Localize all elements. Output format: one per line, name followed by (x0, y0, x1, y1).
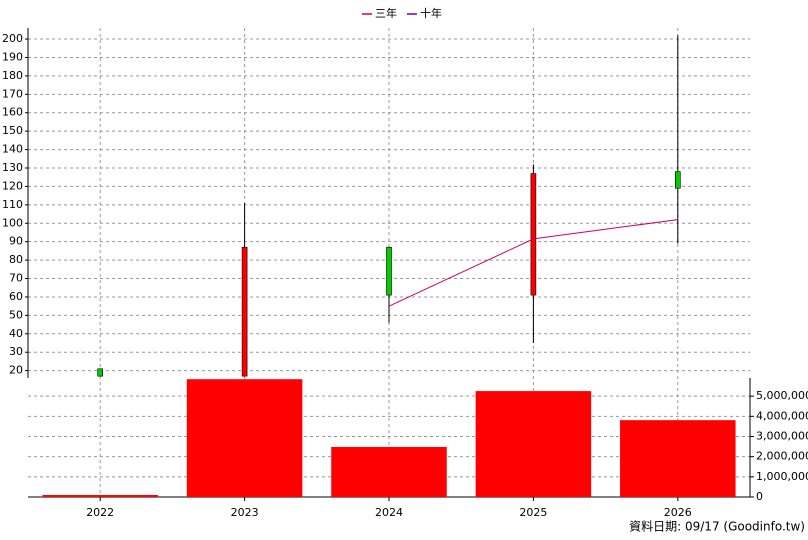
y-tick-label: 80 (9, 253, 23, 266)
y-tick-label: 40 (9, 327, 23, 340)
y-tick-label: 30 (9, 345, 23, 358)
y2-tick-label: 5,000,000 (756, 389, 808, 402)
y-tick-label: 90 (9, 235, 23, 248)
y-tick-label: 60 (9, 290, 23, 303)
y-tick-label: 130 (2, 161, 23, 174)
x-tick-label: 2022 (86, 506, 114, 519)
volume-bar (620, 420, 736, 497)
volume-bar (475, 391, 592, 497)
candle-body (241, 246, 248, 377)
y2-tick-label: 3,000,000 (756, 429, 808, 442)
candle-body (97, 368, 103, 377)
y-tick-label: 110 (2, 198, 23, 211)
legend-label: 十年 (420, 6, 442, 20)
x-tick-label: 2023 (231, 506, 259, 519)
volume-bar (42, 494, 158, 497)
x-tick-label: 2025 (519, 506, 547, 519)
candle-body (530, 173, 537, 296)
y2-tick-label: 1,000,000 (756, 470, 808, 483)
y-tick-label: 50 (9, 308, 23, 321)
volume-bar (331, 446, 447, 497)
y-tick-label: 160 (2, 106, 23, 119)
y-tick-label: 190 (2, 50, 23, 63)
y2-tick-label: 4,000,000 (756, 409, 808, 422)
y-tick-label: 180 (2, 69, 23, 82)
legend-label: 三年 (375, 6, 397, 20)
y-tick-label: 70 (9, 272, 23, 285)
ma-line (388, 219, 678, 307)
y-tick-label: 200 (2, 32, 23, 45)
volume-bar (186, 379, 303, 497)
y-tick-label: 100 (2, 216, 23, 229)
source-note: 資料日期: 09/17 (Goodinfo.tw) (629, 520, 805, 534)
y-tick-label: 150 (2, 124, 23, 137)
y2-tick-label: 2,000,000 (756, 450, 808, 463)
y-tick-label: 140 (2, 143, 23, 156)
y-tick-label: 170 (2, 87, 23, 100)
candle-body (674, 171, 681, 189)
x-tick-label: 2024 (375, 506, 403, 519)
candle-body (386, 246, 392, 296)
y-tick-label: 20 (9, 364, 23, 377)
x-tick-label: 2026 (664, 506, 692, 519)
y-tick-label: 120 (2, 179, 23, 192)
y2-tick-label: 0 (756, 490, 763, 503)
